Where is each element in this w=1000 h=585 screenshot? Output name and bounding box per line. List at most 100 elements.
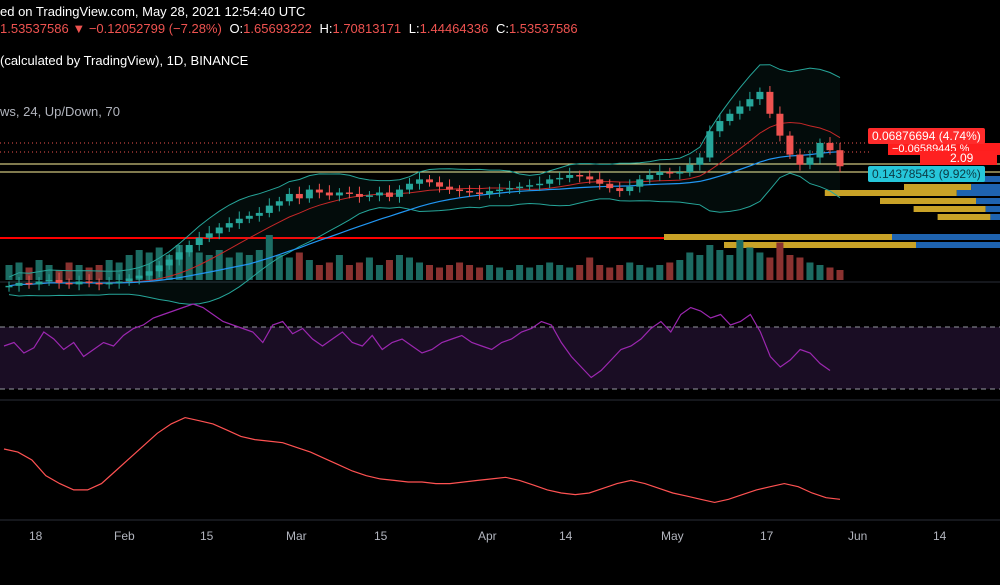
candle-body xyxy=(606,183,614,189)
candle-body xyxy=(536,183,544,186)
volume-bar xyxy=(776,242,784,280)
volume-bar xyxy=(105,260,113,280)
volume-bar xyxy=(756,252,764,280)
volume-bar xyxy=(616,265,624,280)
volume-profile-blue xyxy=(985,206,1000,212)
candle-body xyxy=(546,179,554,184)
rsi-band-background xyxy=(0,327,1000,389)
volume-bar xyxy=(766,257,774,280)
candle-body xyxy=(105,282,113,285)
volume-bar xyxy=(305,260,313,280)
candle-body xyxy=(796,154,804,165)
volume-bar xyxy=(195,252,203,280)
volume-bar xyxy=(295,252,303,280)
candle-body xyxy=(836,150,844,167)
candle-body xyxy=(255,212,263,216)
volume-bar xyxy=(456,262,464,280)
x-tick-label: Jun xyxy=(848,529,868,543)
candle-body xyxy=(95,282,103,285)
volume-bar xyxy=(626,262,634,280)
candle-body xyxy=(556,177,564,180)
candle-body xyxy=(5,285,13,288)
candle-body xyxy=(446,186,454,190)
volume-bar xyxy=(736,240,744,280)
volume-profile-gold xyxy=(880,198,976,204)
candle-body xyxy=(766,91,774,114)
candle-body xyxy=(506,188,514,190)
candles[interactable] xyxy=(5,86,844,292)
volume-bar xyxy=(125,255,133,280)
indicator-legend[interactable]: ws, 24, Up/Down, 70 xyxy=(0,104,120,119)
x-tick-label: 17 xyxy=(760,529,774,543)
volume-profile-blue xyxy=(976,198,1000,204)
last-price: 1.53537586 xyxy=(0,21,69,36)
volume-bar xyxy=(596,265,604,280)
candle-body xyxy=(516,186,524,189)
volume-bar xyxy=(35,260,43,280)
symbol-legend[interactable]: (calculated by TradingView), 1D, BINANCE xyxy=(0,53,249,68)
down-arrow-icon: ▼ xyxy=(72,21,86,36)
candle-body xyxy=(305,189,313,199)
candle-body xyxy=(456,189,464,192)
volume-bar xyxy=(25,267,33,280)
candle-body xyxy=(365,195,373,197)
volume-bar xyxy=(516,265,524,280)
candle-body xyxy=(205,233,213,238)
volume-bar xyxy=(686,252,694,280)
candle-body xyxy=(526,185,534,187)
volume-bar xyxy=(546,262,554,280)
low-label: L: xyxy=(408,21,420,36)
volume-profile-gold xyxy=(664,234,892,240)
volume-bar xyxy=(205,255,213,280)
bollinger-fill xyxy=(9,64,840,305)
volume-profile-blue xyxy=(971,184,1000,190)
volume-bar xyxy=(656,265,664,280)
volume-bar xyxy=(476,267,484,280)
candle-body xyxy=(426,179,434,183)
volume-bar xyxy=(325,262,333,280)
candle-body xyxy=(666,172,674,174)
close-value: 1.53537586 xyxy=(508,21,578,36)
rsi-line xyxy=(3,303,831,379)
candle-body xyxy=(486,191,494,194)
volume-profile-blue xyxy=(956,190,1000,196)
candle-body xyxy=(696,157,704,165)
x-tick-label: 15 xyxy=(200,529,214,543)
volume-bar xyxy=(716,250,724,280)
volume-bar xyxy=(606,267,614,280)
candle-body xyxy=(586,176,594,180)
volume-profile-gold xyxy=(913,206,986,212)
bollinger-bands xyxy=(8,64,841,305)
candle-body xyxy=(466,191,474,193)
price-tag-cyan: 0.14378543 (9.92%) xyxy=(868,166,985,182)
close-label: C: xyxy=(495,21,509,36)
volume-bar xyxy=(566,267,574,280)
candle-body xyxy=(335,192,343,196)
candle-body xyxy=(25,282,33,285)
volume-bar xyxy=(405,257,413,280)
candle-body xyxy=(776,113,784,136)
volume-bar xyxy=(285,257,293,280)
volume-bar xyxy=(255,250,263,280)
volume-bar xyxy=(746,247,754,280)
candle-body xyxy=(826,142,834,151)
x-tick-label: 15 xyxy=(374,529,388,543)
open-label: O: xyxy=(229,21,244,36)
candle-body xyxy=(576,175,584,177)
volume-bar xyxy=(826,267,834,280)
candle-body xyxy=(636,179,644,187)
volume-profile-blue xyxy=(990,214,1000,220)
price-tag-main[interactable]: 0.06876694 (4.74%) xyxy=(868,128,985,144)
volume-bar xyxy=(556,265,564,280)
volume-bar xyxy=(706,245,714,280)
candle-body xyxy=(195,237,203,245)
volume-bar xyxy=(636,265,644,280)
candle-body xyxy=(115,281,123,283)
ohlc-line: 1.53537586 ▼ −0.12052799 (−7.28%) O:1.65… xyxy=(0,21,578,36)
volume-profile-gold xyxy=(724,242,916,248)
x-tick-label: 18 xyxy=(29,529,43,543)
candle-body xyxy=(175,252,183,260)
candle-body xyxy=(145,271,153,276)
